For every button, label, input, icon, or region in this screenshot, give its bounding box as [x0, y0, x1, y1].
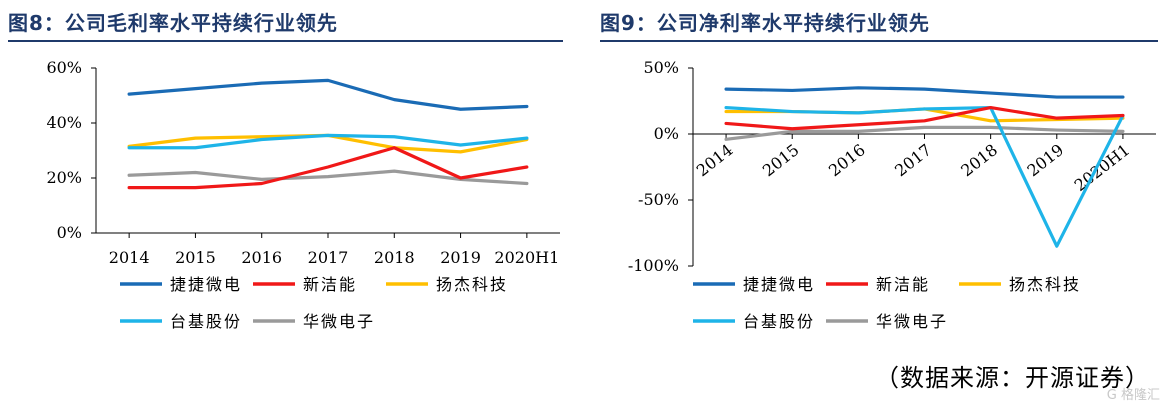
y-tick-label: 0% [654, 124, 679, 143]
series-line-3 [127, 133, 529, 150]
series-line-0 [724, 86, 1125, 99]
x-tick-label: 2016 [241, 248, 282, 267]
title-rule-right [600, 40, 1158, 42]
x-tick-label: 2020H1 [1071, 140, 1134, 195]
x-tick-label: 2017 [891, 140, 935, 180]
x-tick-label: 2019 [1023, 140, 1067, 180]
legend-label: 华微电子 [876, 312, 948, 331]
x-tick-label: 2014 [109, 248, 150, 267]
y-tick-label: -100% [628, 256, 679, 275]
y-tick-label: 20% [46, 168, 82, 187]
series-line-4 [724, 125, 1125, 141]
chart-title-net-margin: 图9：公司净利率水平持续行业领先 [600, 11, 930, 35]
legend-label: 新洁能 [303, 275, 357, 294]
x-tick-label: 2018 [957, 140, 1001, 180]
x-tick-label: 2017 [308, 248, 349, 267]
series-line-1 [127, 146, 529, 190]
legend-label: 台基股份 [170, 312, 242, 331]
legend-label: 捷捷微电 [743, 275, 815, 294]
y-tick-label: 40% [46, 113, 82, 132]
x-tick-label: 2018 [374, 248, 415, 267]
series-line-0 [127, 78, 529, 111]
x-tick-label: 2015 [759, 140, 803, 180]
y-tick-label: -50% [638, 190, 679, 209]
legend-label: 华微电子 [303, 312, 375, 331]
source-note: （数据来源：开源证券） [875, 364, 1150, 392]
x-tick-label: 2020H1 [494, 248, 559, 267]
series-line-3 [724, 105, 1125, 248]
chart-title-gross-margin: 图8：公司毛利率水平持续行业领先 [8, 11, 338, 35]
x-tick-label: 2014 [693, 140, 737, 180]
y-tick-label: 0% [57, 223, 82, 242]
y-tick-label: 60% [46, 58, 82, 77]
legend-label: 捷捷微电 [170, 275, 242, 294]
watermark-logo: G 格隆汇 [1106, 388, 1160, 403]
x-tick-label: 2016 [825, 140, 869, 180]
y-tick-label: 50% [643, 58, 679, 77]
title-rule-left [8, 40, 563, 42]
legend-label: 台基股份 [743, 312, 815, 331]
x-tick-label: 2019 [440, 248, 481, 267]
series-line-1 [724, 105, 1125, 131]
legend-label: 扬杰科技 [436, 275, 508, 294]
x-tick-label: 2015 [175, 248, 216, 267]
gross-margin-chart: 0% 20% 40% 60% 2014 2015 2016 2017 2018 2019 2020H… [46, 58, 560, 331]
legend-label: 新洁能 [876, 275, 930, 294]
net-margin-chart: -100% -50% 0% 50% 2014 2015 2016 2017 2018 2019 20… [628, 58, 1156, 331]
legend-label: 扬杰科技 [1009, 275, 1081, 294]
